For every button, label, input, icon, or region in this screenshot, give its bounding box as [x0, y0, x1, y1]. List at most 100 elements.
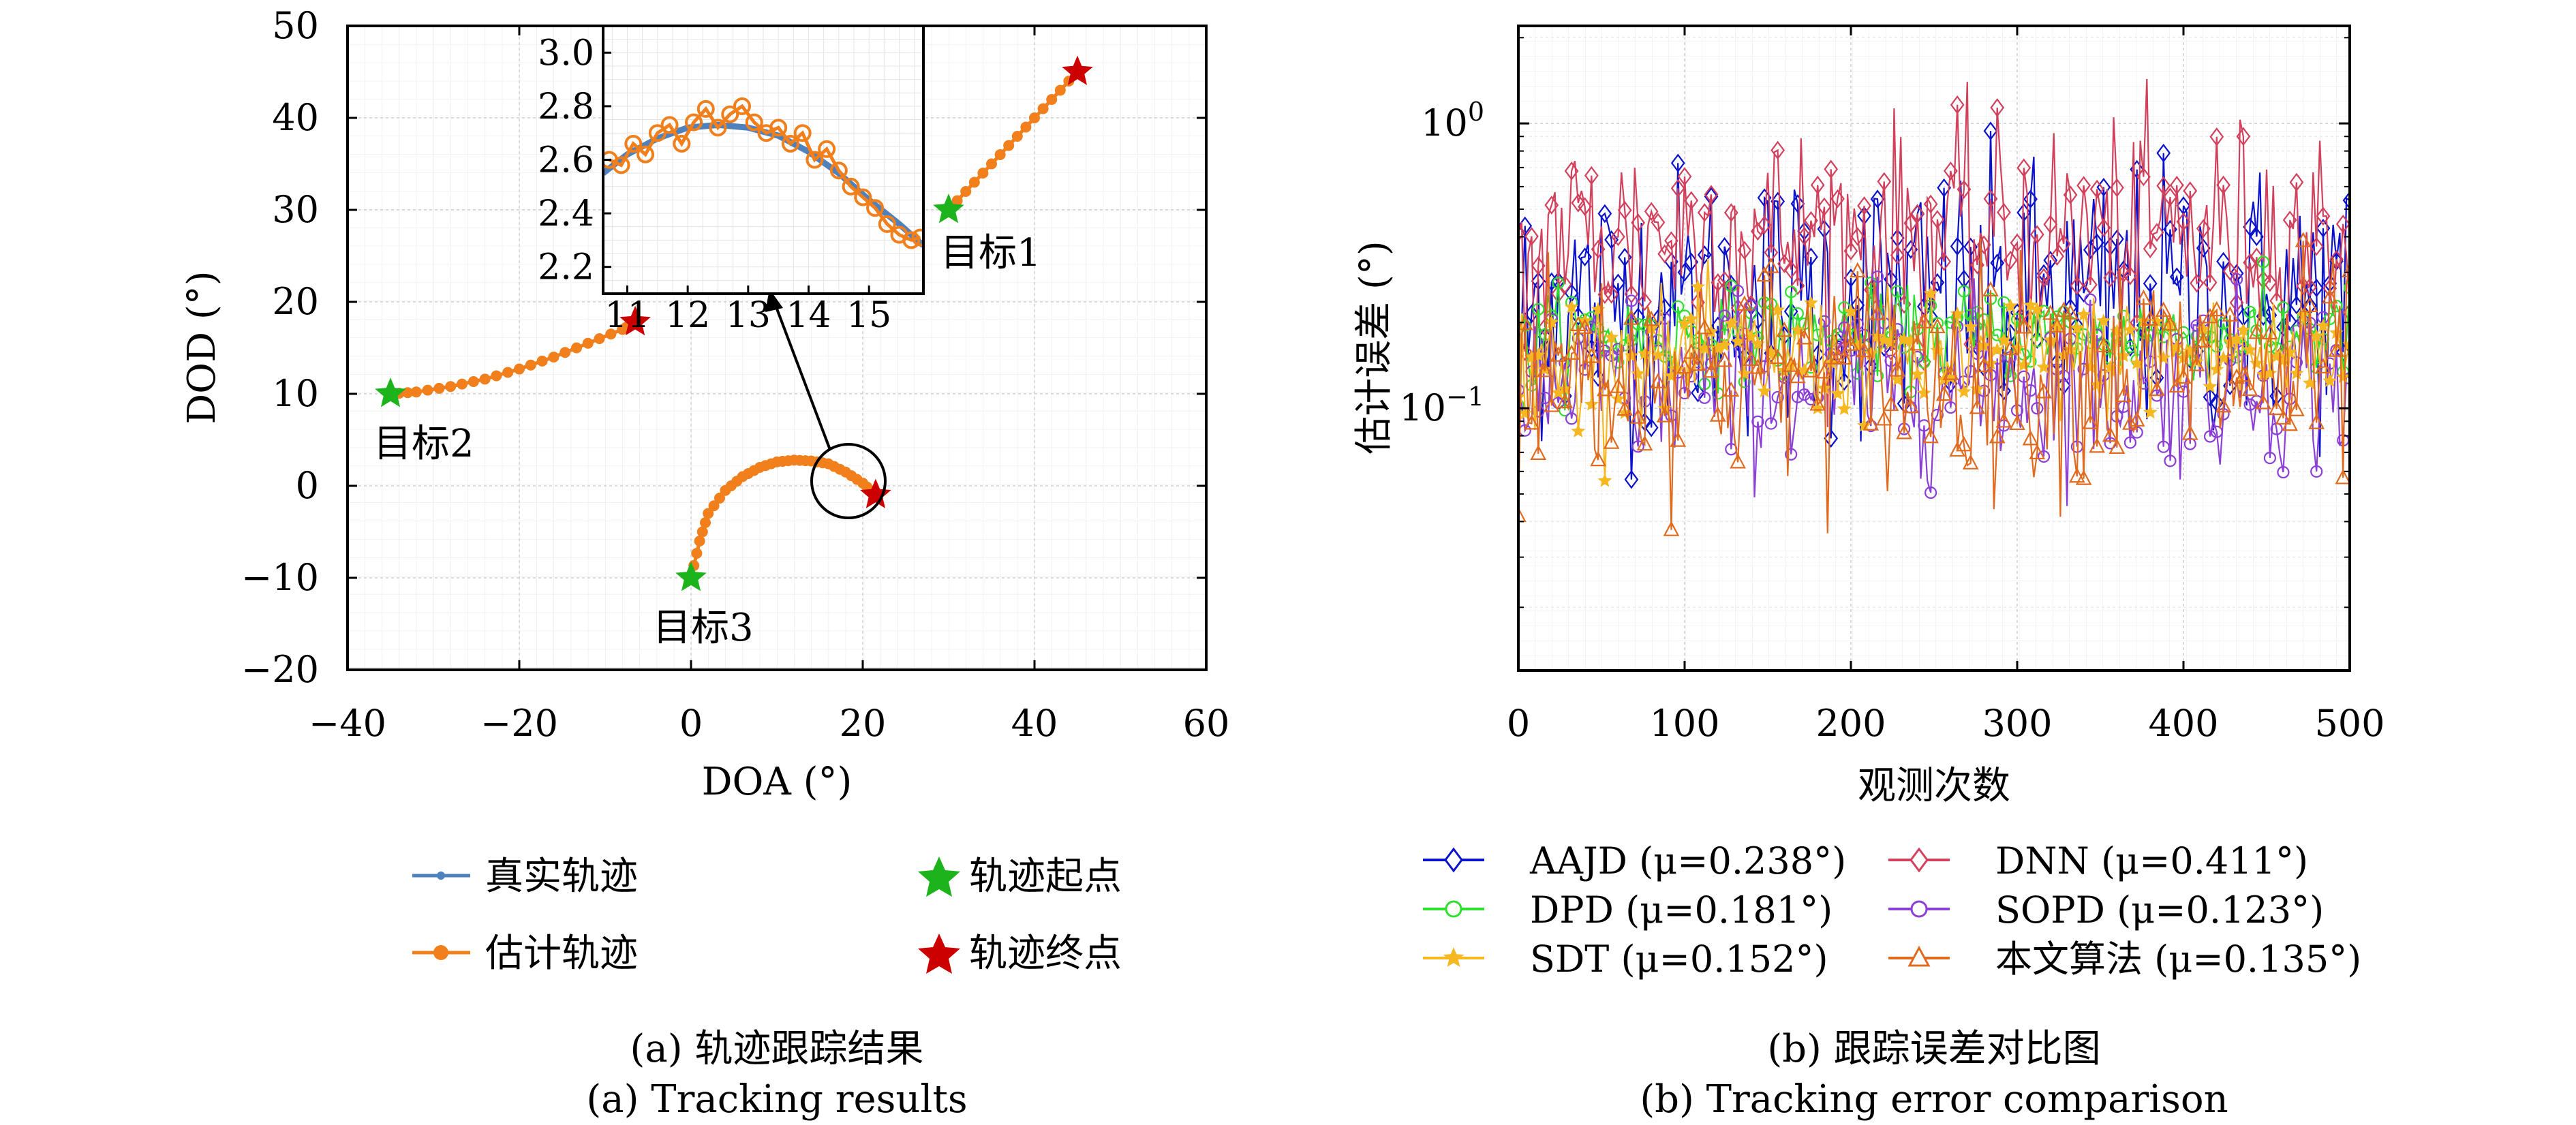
series-marker — [2308, 414, 2325, 429]
series-marker — [1949, 441, 1965, 457]
series-marker — [1983, 189, 1998, 209]
y-tick-label: −20 — [241, 648, 319, 691]
legend-b: AAJD (μ=0.238°) DPD (μ=0.181°) SDT (μ=0.… — [1423, 839, 2361, 981]
legend-b-ours: 本文算法 (μ=0.135°) — [1995, 938, 2361, 981]
series-marker — [2181, 425, 2198, 440]
series-marker — [1689, 355, 1706, 371]
series-marker — [2022, 430, 2039, 446]
zoom-arrow — [772, 299, 831, 450]
series-marker — [2329, 249, 2344, 269]
error-chart: 0 100 200 300 400 500 100 10−1 观测次数 估计误差 (°) AA… — [1352, 25, 2385, 1122]
series-marker — [2096, 313, 2111, 327]
series-marker — [1590, 450, 1606, 467]
series-marker — [2043, 251, 2058, 270]
series-marker — [1697, 245, 1712, 264]
series-marker — [2249, 356, 2264, 370]
est-track-point — [1029, 112, 1040, 123]
series-marker — [1524, 227, 1539, 246]
series-marker — [2243, 398, 2256, 411]
est-track-point — [1011, 131, 1023, 142]
y-tick-label: −10 — [241, 556, 319, 599]
series-marker — [1745, 299, 1758, 312]
series-marker — [2042, 304, 2059, 320]
series-marker — [1830, 189, 1845, 209]
est-track-point — [714, 493, 725, 504]
series-marker — [2309, 328, 2324, 343]
series-marker — [1611, 227, 1625, 247]
est-track-point — [491, 370, 502, 382]
series-marker — [1737, 241, 1752, 260]
est-track-line — [947, 70, 1079, 211]
y-axis-label: DOD (°) — [180, 271, 224, 424]
series-marker — [1836, 349, 1853, 365]
est-track-point — [502, 367, 514, 378]
series-marker — [1916, 386, 1931, 399]
est-track-point — [559, 347, 571, 358]
est-track-point — [479, 373, 491, 385]
series-marker — [1971, 347, 1984, 360]
series-marker — [1571, 424, 1586, 437]
annotation-target-2: 目标2 — [373, 422, 474, 466]
legend-b-aajd: AAJD (μ=0.238°) — [1529, 839, 1846, 882]
est-track-point — [691, 548, 703, 559]
series-marker — [1830, 386, 1845, 400]
series-marker — [1757, 384, 1772, 398]
series-marker — [1862, 415, 1880, 431]
series-marker — [2309, 278, 2324, 298]
series-marker — [2263, 452, 2276, 465]
series-marker — [1676, 358, 1693, 374]
series-marker — [1891, 285, 1904, 298]
series-marker — [2143, 405, 2158, 419]
series-marker — [2241, 380, 2258, 397]
series-marker — [1605, 349, 1618, 362]
series-marker — [1552, 277, 1565, 290]
series-marker — [2209, 362, 2224, 376]
series-marker — [1638, 292, 1652, 311]
series-marker — [1651, 348, 1666, 362]
series-marker — [1863, 346, 1878, 360]
series-marker — [1896, 424, 1912, 440]
series-marker — [1824, 159, 1839, 179]
x-axis-label: DOA (°) — [702, 760, 853, 804]
series-marker — [1776, 322, 1793, 337]
series-marker — [1657, 244, 1672, 264]
est-track-point — [433, 382, 445, 394]
series-marker — [2342, 262, 2350, 278]
series-marker — [2229, 331, 2244, 345]
series-marker — [2328, 341, 2345, 357]
start-star-marker — [933, 194, 964, 224]
series-marker — [1583, 348, 1600, 363]
inset-est-point — [842, 177, 860, 196]
series-marker — [1670, 431, 1687, 447]
series-marker — [2243, 342, 2258, 356]
series-marker — [1865, 277, 1877, 290]
inset-est-point — [745, 113, 763, 132]
series-marker — [1717, 271, 1732, 290]
est-track-point — [594, 333, 605, 344]
series-marker — [1882, 395, 1899, 412]
series-marker — [2162, 315, 2179, 331]
series-marker — [1552, 397, 1565, 410]
series-marker — [1851, 318, 1864, 330]
series-marker — [2156, 176, 2171, 196]
inset-est-line — [608, 104, 921, 243]
legend-b-dpd: DPD (μ=0.181°) — [1530, 889, 1833, 931]
series-marker — [2076, 176, 2091, 196]
series-marker — [1624, 348, 1639, 363]
series-marker — [2049, 317, 2066, 333]
series-marker — [2143, 239, 2158, 258]
series-marker — [1597, 204, 1612, 224]
est-track-point — [703, 508, 714, 519]
series-marker — [2243, 217, 2257, 236]
end-star-marker — [1062, 55, 1093, 85]
legend-b-dnn: DNN (μ=0.411°) — [1995, 839, 2308, 882]
inset-est-point — [866, 199, 885, 217]
series-marker — [2163, 187, 2177, 206]
series-marker — [2010, 341, 2025, 355]
series-marker — [2169, 267, 2184, 287]
series-marker — [1849, 262, 1866, 278]
series-marker — [1623, 309, 1640, 325]
annotation-target-3: 目标3 — [653, 606, 754, 650]
series-marker — [2070, 320, 2085, 335]
